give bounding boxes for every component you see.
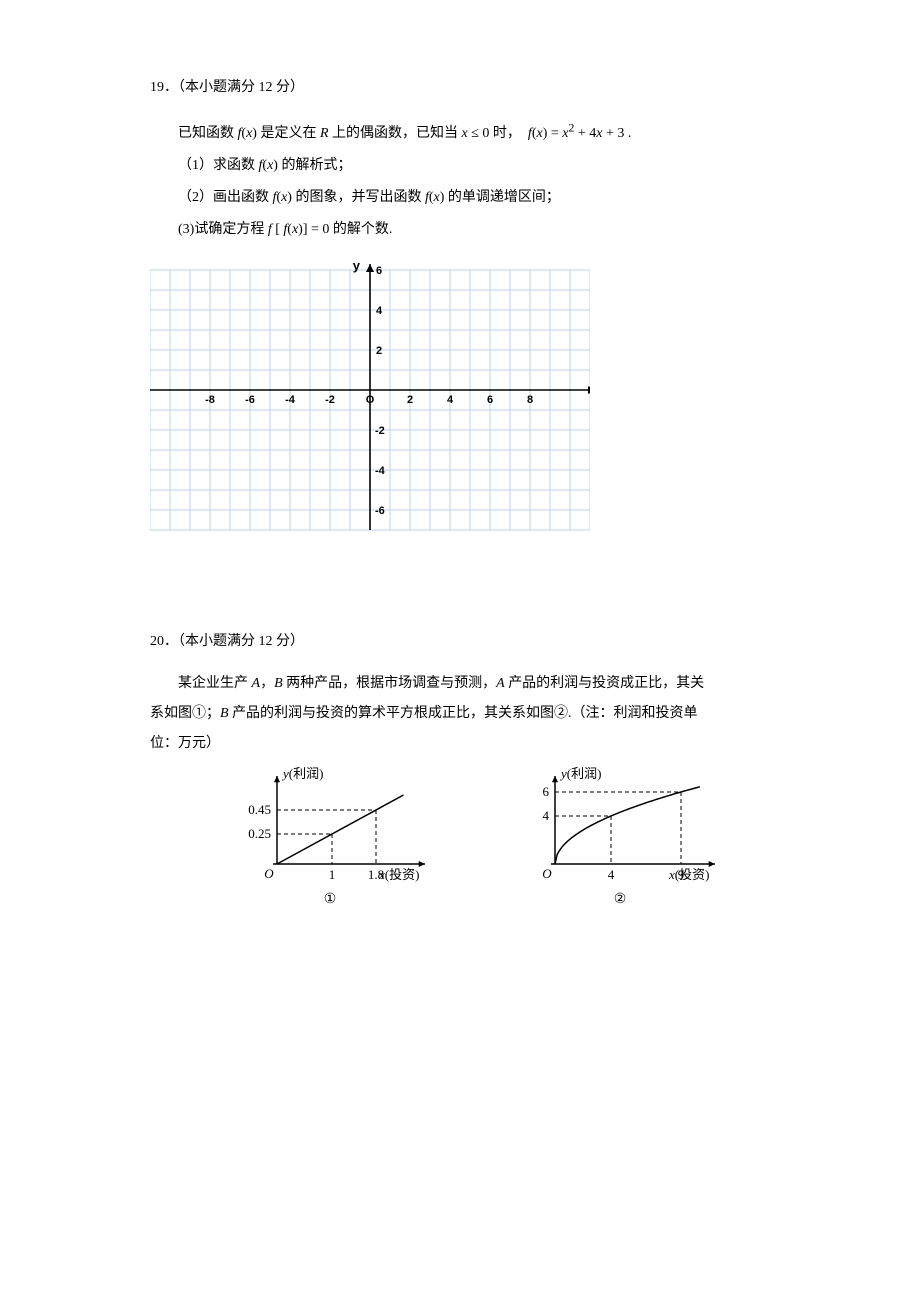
svg-text:-8: -8 [205, 394, 215, 406]
svg-text:-4: -4 [375, 465, 386, 477]
svg-text:O: O [366, 394, 375, 406]
svg-text:y(利润): y(利润) [281, 766, 323, 781]
q19-grid: -8-6-4-2O24688642-2-4-6-8yx [150, 254, 800, 534]
svg-text:y: y [353, 258, 361, 273]
svg-text:4: 4 [447, 394, 454, 406]
svg-text:-2: -2 [325, 394, 335, 406]
chart-2: O6449y(利润)x(投资) [515, 764, 725, 884]
q20-stem-line1: 某企业生产 A，B 两种产品，根据市场调查与预测，A 产品的利润与投资成正比，其… [150, 670, 800, 698]
svg-text:0.45: 0.45 [248, 802, 271, 817]
q20-stem-line2: 系如图①；B 产品的利润与投资的算术平方根成正比，其关系如图②.（注：利润和投资… [150, 700, 800, 728]
q19-part1: （1）求函数 f(x) 的解析式； [150, 152, 800, 180]
svg-text:-6: -6 [375, 505, 385, 517]
svg-text:4: 4 [543, 808, 550, 823]
svg-text:6: 6 [543, 784, 550, 799]
svg-text:6: 6 [376, 265, 382, 277]
q19-part2: （2）画出函数 f(x) 的图象，并写出函数 f(x) 的单调递增区间； [150, 184, 800, 212]
svg-text:x(投资): x(投资) [378, 867, 419, 882]
chart-2-label: ② [614, 886, 627, 914]
svg-text:2: 2 [376, 345, 382, 357]
q20-charts: O0.450.2511.8y(利润)x(投资) ① O6449y(利润)x(投资… [150, 764, 800, 914]
svg-text:x(投资): x(投资) [668, 867, 709, 882]
svg-text:-6: -6 [245, 394, 255, 406]
svg-text:4: 4 [608, 867, 615, 882]
chart-1: O0.450.2511.8y(利润)x(投资) [225, 764, 435, 884]
svg-text:-2: -2 [375, 425, 385, 437]
svg-text:-4: -4 [285, 394, 296, 406]
svg-text:8: 8 [527, 394, 533, 406]
q20-stem-line3: 位：万元） [150, 730, 800, 758]
q19-stem: 已知函数 f(x) 是定义在 R 上的偶函数，已知当 x ≤ 0 时， f(x)… [150, 116, 800, 148]
svg-text:O: O [264, 866, 274, 881]
svg-text:0.25: 0.25 [248, 826, 271, 841]
q19-part3: (3)试确定方程 f [ f(x)] = 0 的解个数. [150, 216, 800, 244]
q19-number: 19．（本小题满分 12 分） [150, 74, 800, 102]
svg-text:O: O [542, 866, 552, 881]
coordinate-grid: -8-6-4-2O24688642-2-4-6-8yx [150, 254, 590, 534]
svg-text:4: 4 [376, 305, 383, 317]
q20-number: 20．（本小题满分 12 分） [150, 628, 800, 656]
svg-text:6: 6 [487, 394, 493, 406]
svg-text:2: 2 [407, 394, 413, 406]
svg-text:1: 1 [329, 867, 336, 882]
svg-text:y(利润): y(利润) [559, 766, 601, 781]
chart-1-label: ① [324, 886, 337, 914]
